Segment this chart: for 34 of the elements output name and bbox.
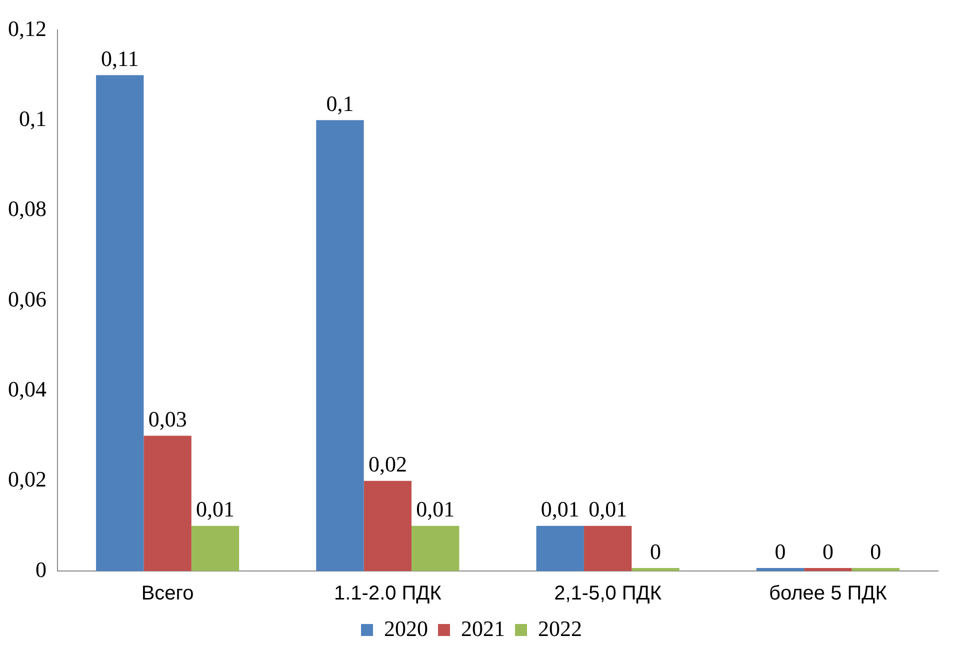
y-tick-label: 0,04: [8, 376, 46, 402]
y-tick-label: 0,02: [8, 466, 46, 492]
data-label: 0,02: [368, 452, 407, 477]
x-tick-label: более 5 ПДК: [769, 582, 888, 605]
data-label: 0,03: [148, 406, 187, 432]
bar: [191, 526, 240, 571]
data-label: 0: [870, 538, 882, 564]
data-label: 0,01: [540, 496, 580, 522]
legend-label: 2020: [384, 616, 428, 641]
data-label: 0: [650, 538, 662, 564]
data-label: 0: [822, 538, 834, 564]
bar: [144, 436, 192, 571]
bar: [536, 526, 584, 571]
legend-label: 2021: [461, 616, 505, 641]
bar: [364, 480, 412, 571]
x-tick-label: 1.1-2.0 ПДК: [334, 582, 442, 605]
y-tick-label: 0,06: [8, 286, 46, 312]
bar: [584, 526, 632, 571]
data-label: 0,11: [101, 46, 139, 71]
data-label: 0,01: [416, 496, 455, 522]
y-tick-label: 0: [36, 556, 46, 582]
legend-label: 2022: [538, 616, 582, 641]
y-tick-label: 0,08: [8, 196, 46, 222]
y-tick-label: 0,12: [8, 16, 46, 41]
bar: [96, 75, 144, 571]
data-label: 0,1: [326, 90, 354, 116]
data-label: 0,01: [588, 496, 628, 522]
data-label: 0,01: [196, 496, 235, 522]
bar: [412, 526, 460, 571]
y-tick-label: 0,1: [19, 106, 46, 131]
bar: [316, 120, 364, 571]
data-label: 0: [774, 538, 786, 564]
x-tick-label: 2,1-5,0 ПДК: [554, 582, 662, 605]
x-tick-label: Всего: [141, 582, 194, 605]
